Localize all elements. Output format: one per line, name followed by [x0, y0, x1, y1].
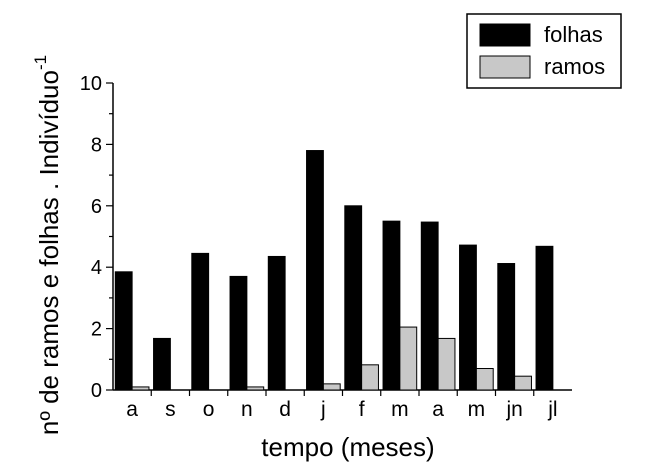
- bar-folhas: [535, 245, 554, 391]
- legend-swatch-folhas: [479, 23, 531, 47]
- bar-folhas: [420, 221, 439, 391]
- y-axis-title: nº de ramos e folhas . Indivíduo-1: [31, 55, 64, 435]
- y-tick-label: 10: [80, 73, 102, 95]
- x-tick-label: f: [359, 398, 365, 421]
- x-tick-label: m: [468, 398, 486, 421]
- bar-ramos: [475, 368, 494, 391]
- bar-ramos: [246, 386, 265, 391]
- bar-ramos: [399, 326, 418, 391]
- y-axis-title-main: nº de ramos e folhas . Indivíduo: [34, 70, 64, 435]
- bar-ramos: [322, 383, 341, 391]
- legend-label-ramos: ramos: [544, 54, 605, 79]
- y-axis-title-superscript: -1: [31, 55, 50, 70]
- x-tick-label: a: [432, 398, 444, 421]
- x-tick-label: jl: [547, 398, 557, 421]
- bar-folhas: [497, 263, 516, 391]
- y-tick-label: 2: [91, 319, 102, 341]
- x-tick-label: o: [203, 398, 215, 421]
- bar-folhas: [114, 271, 133, 391]
- bar-ramos: [131, 386, 150, 391]
- bar-folhas: [382, 220, 401, 391]
- x-tick-label: m: [391, 398, 409, 421]
- bars: [114, 150, 554, 391]
- x-tick-label: d: [279, 398, 291, 421]
- x-tick-label: a: [126, 398, 138, 421]
- bar-ramos: [437, 337, 456, 391]
- bar-ramos: [514, 375, 532, 391]
- x-axis-title: tempo (meses): [261, 432, 434, 462]
- x-axis: a s o n d j f m a m jn jl: [113, 389, 572, 421]
- bar-folhas: [459, 244, 477, 391]
- y-tick-label: 6: [91, 196, 102, 218]
- bar-folhas: [153, 337, 171, 391]
- x-tick-label: s: [165, 398, 176, 421]
- y-axis: 0 2 4 6 8 10: [80, 73, 114, 402]
- y-tick-label: 8: [91, 134, 102, 156]
- x-tick-label: jn: [505, 398, 522, 421]
- y-tick-label: 0: [91, 380, 102, 402]
- bar-folhas: [306, 150, 324, 391]
- legend-swatch-ramos: [479, 55, 531, 79]
- bar-ramos: [361, 364, 379, 391]
- y-tick-label: 4: [91, 257, 102, 279]
- bar-folhas: [344, 205, 363, 391]
- legend: folhas ramos: [466, 13, 622, 89]
- bar-folhas: [229, 275, 248, 391]
- bar-folhas: [267, 255, 286, 391]
- legend-label-folhas: folhas: [544, 22, 603, 47]
- x-tick-label: j: [320, 398, 326, 421]
- bar-folhas: [191, 252, 210, 391]
- x-tick-label: n: [241, 398, 253, 421]
